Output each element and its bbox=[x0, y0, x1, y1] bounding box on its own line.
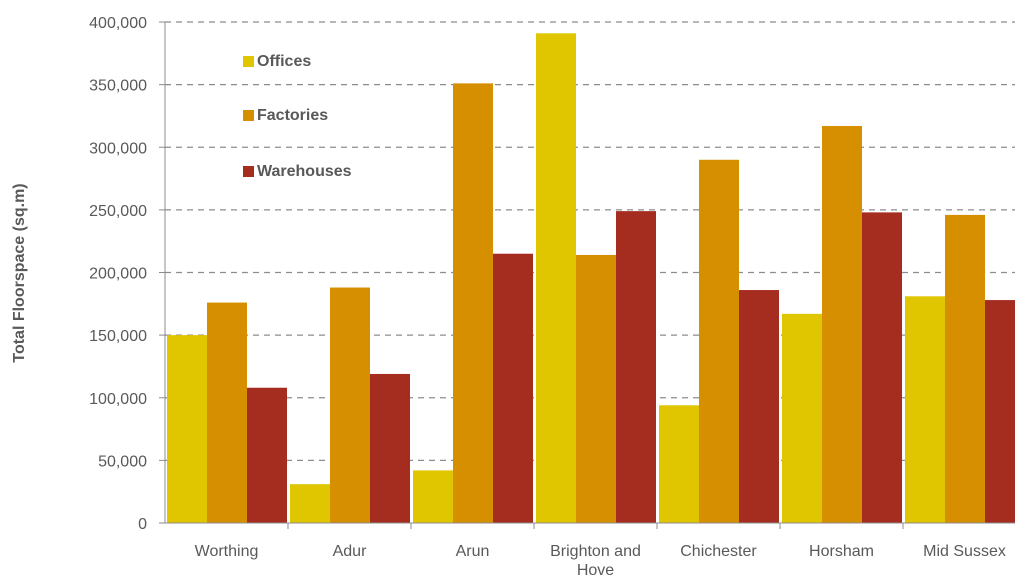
y-tick-label: 350,000 bbox=[89, 78, 147, 95]
x-tick-label: Chichester bbox=[680, 543, 757, 560]
bar-warehouses-chichester bbox=[739, 290, 779, 523]
bar-factories-worthing bbox=[207, 302, 247, 523]
bar-warehouses-brighton-and-hove bbox=[616, 211, 656, 523]
x-tick-label: Horsham bbox=[809, 543, 874, 560]
bar-warehouses-arun bbox=[493, 253, 533, 523]
legend-label-factories: Factories bbox=[257, 107, 328, 124]
legend: Offices Factories Warehouses bbox=[243, 53, 352, 180]
bar-factories-chichester bbox=[699, 159, 739, 523]
bar-offices-adur bbox=[290, 484, 330, 523]
bar-factories-mid-sussex bbox=[945, 214, 985, 523]
y-tick-label: 50,000 bbox=[98, 453, 147, 470]
y-tick-label: 0 bbox=[138, 516, 147, 533]
bar-offices-horsham bbox=[782, 313, 822, 523]
legend-label-warehouses: Warehouses bbox=[257, 163, 352, 180]
bar-offices-worthing bbox=[167, 335, 207, 523]
bar-warehouses-mid-sussex bbox=[985, 300, 1015, 523]
x-tick-label: Brighton and Hove bbox=[550, 543, 641, 579]
x-tick-label: Adur bbox=[333, 543, 367, 560]
y-tick-label: 150,000 bbox=[89, 328, 147, 345]
y-tick-label: 100,000 bbox=[89, 391, 147, 408]
bar-offices-brighton-and-hove bbox=[536, 33, 576, 524]
bar-warehouses-adur bbox=[370, 373, 410, 523]
bars bbox=[167, 33, 1015, 524]
bar-warehouses-worthing bbox=[247, 387, 287, 523]
x-tick-label: Mid Sussex bbox=[923, 543, 1006, 560]
x-tick-label: Worthing bbox=[195, 543, 259, 560]
bar-factories-brighton-and-hove bbox=[576, 254, 616, 523]
bar-offices-mid-sussex bbox=[905, 296, 945, 523]
y-tick-label: 250,000 bbox=[89, 203, 147, 220]
x-tick-label: Arun bbox=[456, 543, 490, 560]
y-tick-labels: 0 50,000 100,000 150,000 200,000 250,000 300,0… bbox=[89, 15, 165, 533]
y-tick-label: 400,000 bbox=[89, 15, 147, 32]
legend-swatch-warehouses bbox=[243, 166, 254, 177]
y-tick-label: 300,000 bbox=[89, 140, 147, 157]
bar-offices-chichester bbox=[659, 405, 699, 523]
bar-factories-adur bbox=[330, 287, 370, 523]
bar-warehouses-horsham bbox=[862, 212, 902, 523]
bar-factories-horsham bbox=[822, 125, 862, 524]
legend-swatch-offices bbox=[243, 56, 254, 67]
legend-swatch-factories bbox=[243, 110, 254, 121]
bar-offices-arun bbox=[413, 470, 453, 523]
legend-label-offices: Offices bbox=[257, 53, 311, 70]
bar-factories-arun bbox=[453, 83, 493, 523]
y-axis-label: Total Floorspace (sq.m) bbox=[11, 183, 28, 362]
y-tick-label: 200,000 bbox=[89, 266, 147, 283]
x-tick-labels: Worthing Adur Arun Brighton and Hove Chichest… bbox=[195, 523, 1006, 579]
